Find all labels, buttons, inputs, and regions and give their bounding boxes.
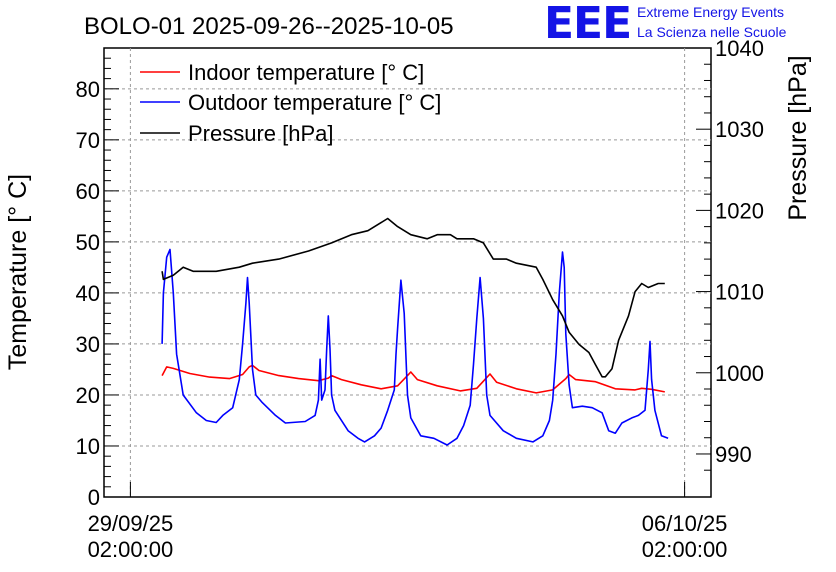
y-tick-label: 40 — [76, 281, 100, 306]
x-tick-date: 29/09/25 — [88, 511, 174, 536]
series-layer — [161, 217, 669, 446]
y-tick-label: 10 — [76, 434, 100, 459]
legend-label-indoor: Indoor temperature [° C] — [188, 60, 424, 85]
y2-tick-label: 1020 — [715, 198, 764, 223]
y2-tick-label: 1040 — [715, 36, 764, 61]
y2-tick-label: 1010 — [715, 280, 764, 305]
y-tick-label: 50 — [76, 230, 100, 255]
y2-tick-label: 990 — [715, 442, 752, 467]
y-tick-label: 30 — [76, 332, 100, 357]
eee-logo: EEE — [544, 0, 632, 49]
y-tick-label: 0 — [88, 485, 100, 510]
right-axis: 990 1000 1010 1020 1030 1040 — [696, 36, 764, 471]
series-line-0 — [161, 364, 665, 394]
series-line-2 — [161, 217, 665, 378]
brand-line-1: Extreme Energy Events — [637, 4, 785, 20]
chart-title: BOLO-01 2025-09-26--2025-10-05 — [84, 13, 454, 40]
y-tick-label: 60 — [76, 179, 100, 204]
x-tick-time: 02:00:00 — [642, 537, 728, 562]
legend-label-outdoor: Outdoor temperature [° C] — [188, 90, 441, 115]
left-axis: 0 10 20 30 40 50 60 70 80 — [76, 57, 119, 510]
grid — [104, 48, 711, 497]
brand-line-2: La Scienza nelle Scuole — [637, 24, 787, 40]
y-tick-label: 80 — [76, 77, 100, 102]
y2-tick-label: 1030 — [715, 117, 764, 142]
y-tick-label: 70 — [76, 128, 100, 153]
x-tick-time: 02:00:00 — [88, 537, 174, 562]
x-tick-date: 06/10/25 — [642, 511, 728, 536]
y2-axis-label: Pressure [hPa] — [784, 55, 812, 220]
legend-label-pressure: Pressure [hPa] — [188, 121, 334, 146]
y2-tick-label: 1000 — [715, 361, 764, 386]
y-tick-label: 20 — [76, 383, 100, 408]
plot-frame — [103, 47, 712, 498]
y-axis-label: Temperature [° C] — [4, 174, 32, 370]
series-line-1 — [161, 248, 669, 446]
legend: Indoor temperature [° C] Outdoor tempera… — [140, 60, 441, 146]
